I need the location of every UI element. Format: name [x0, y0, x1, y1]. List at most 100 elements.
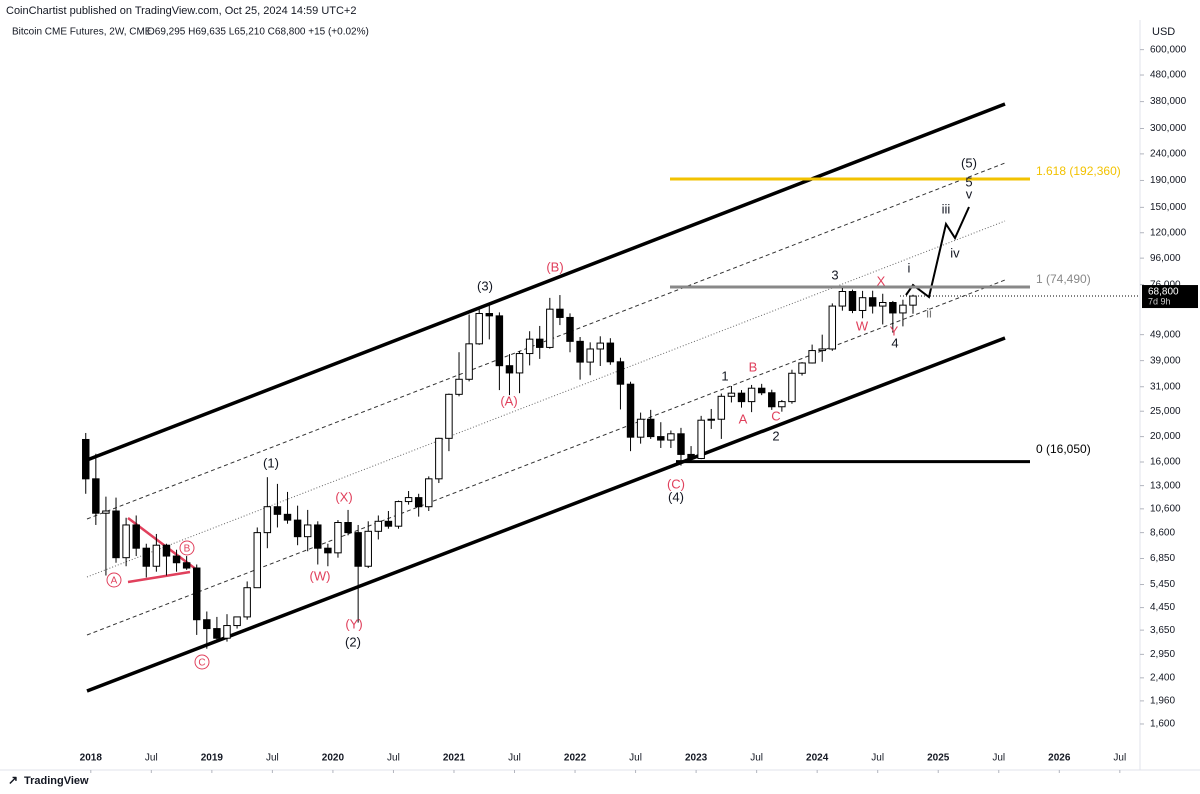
candle-body — [324, 547, 332, 554]
candle-body — [172, 555, 181, 564]
candle-body — [475, 313, 483, 345]
wave-label: (Y) — [345, 616, 362, 631]
y-tick-label: 13,000 — [1150, 480, 1181, 491]
candle-body — [192, 567, 201, 621]
wave-label: (2) — [345, 634, 361, 649]
wave-label: ii — [926, 305, 932, 320]
wave-label: (A) — [500, 393, 517, 408]
candle-body — [213, 628, 221, 639]
y-tick-label: 600,000 — [1150, 44, 1187, 55]
candle-body — [596, 342, 604, 350]
candle-body — [747, 387, 756, 403]
x-tick-label: 2018 — [80, 753, 103, 764]
y-tick-label: 380,000 — [1150, 96, 1187, 107]
candle-body — [152, 544, 161, 567]
y-tick-label: 39,000 — [1150, 355, 1181, 366]
candle-body — [808, 350, 816, 364]
currency: USD — [1152, 26, 1175, 38]
y-tick-label: 120,000 — [1150, 227, 1187, 238]
label-circle — [179, 540, 195, 556]
y-tick-label: 480,000 — [1150, 70, 1187, 81]
candle-body — [717, 395, 726, 420]
x-tick-label: 2020 — [322, 753, 345, 764]
y-tick-label: 31,000 — [1150, 381, 1181, 392]
candle-body — [243, 587, 251, 618]
candle-body — [344, 522, 352, 534]
candle-body — [223, 625, 231, 639]
channel-dotted — [86, 220, 1006, 578]
y-tick-label: 8,600 — [1150, 527, 1175, 538]
candle-body — [92, 478, 100, 514]
countdown: 7d 9h — [1148, 296, 1171, 306]
wave-label: 2 — [772, 428, 779, 443]
wave-label: B — [184, 544, 191, 555]
candle-body — [546, 308, 554, 348]
candle-body — [525, 338, 534, 355]
wave-label: C — [771, 408, 780, 423]
candle-body — [253, 532, 261, 589]
wave-label: (X) — [335, 489, 352, 504]
x-tick-label: 2022 — [564, 753, 587, 764]
wave-label: A — [739, 411, 748, 426]
wave-label: (B) — [546, 259, 563, 274]
candle-body — [909, 295, 917, 306]
candle-body — [263, 506, 272, 534]
wave-label: 1 — [721, 368, 728, 383]
x-tick-label: 2025 — [927, 753, 950, 764]
wave-label: 5 — [965, 174, 972, 189]
plot-area — [82, 102, 1140, 693]
wave-label: X — [877, 273, 886, 288]
candle-body — [737, 392, 746, 403]
candle-body — [868, 297, 877, 307]
x-tick-label: 2019 — [201, 753, 224, 764]
candle-body — [757, 387, 766, 394]
wave-label: iv — [950, 245, 960, 260]
y-tick-label: 1,600 — [1150, 719, 1175, 730]
x-tick-label: 2023 — [685, 753, 708, 764]
brand-icon: ↗ — [8, 773, 18, 787]
candle-body — [879, 302, 887, 307]
x-tick-label: Jul — [266, 753, 279, 764]
candle-body — [889, 302, 897, 314]
candle-body — [646, 418, 655, 438]
y-tick-label: 240,000 — [1150, 149, 1187, 160]
candle-body — [818, 348, 826, 352]
candle-body — [616, 361, 625, 385]
candle-body — [576, 340, 584, 363]
y-tick-label: 20,000 — [1150, 431, 1181, 442]
label-circle — [106, 572, 122, 588]
y-tick-label: 10,600 — [1150, 503, 1181, 514]
level-label: 1.618 (192,360) — [1036, 164, 1121, 178]
candle-body — [727, 392, 736, 397]
candle-body — [899, 304, 907, 314]
label-circle — [194, 654, 210, 670]
candle-body — [768, 392, 776, 408]
y-tick-label: 3,650 — [1150, 625, 1175, 636]
x-tick-label: 2026 — [1048, 753, 1071, 764]
x-tick-label: Jul — [387, 753, 400, 764]
channel-dashed — [86, 162, 1006, 520]
y-tick-label: 4,450 — [1150, 602, 1175, 613]
candle-body — [586, 348, 594, 363]
wave-label: (C) — [667, 476, 685, 491]
x-tick-label: Jul — [1113, 753, 1126, 764]
brand: TradingView — [24, 775, 89, 787]
candle-body — [838, 291, 847, 307]
wave-label: Y — [890, 323, 899, 338]
y-tick-label: 1,960 — [1150, 696, 1175, 707]
candle-body — [687, 453, 695, 459]
last-price-box — [1142, 285, 1198, 309]
candle-body — [536, 338, 544, 348]
x-tick-label: Jul — [145, 753, 158, 764]
symbol: Bitcoin CME Futures, 2W, CME — [12, 27, 152, 38]
candle-body — [112, 510, 120, 559]
wave-label: W — [856, 318, 869, 333]
candle-body — [364, 530, 372, 567]
y-tick-label: 96,000 — [1150, 253, 1181, 264]
y-tick-label: 2,400 — [1150, 672, 1175, 683]
last-price-label: 68,800 — [1148, 287, 1179, 298]
candle-body — [515, 353, 524, 374]
candle-body — [606, 342, 615, 363]
candle-body — [636, 418, 645, 438]
wave-label: 3 — [831, 267, 838, 282]
